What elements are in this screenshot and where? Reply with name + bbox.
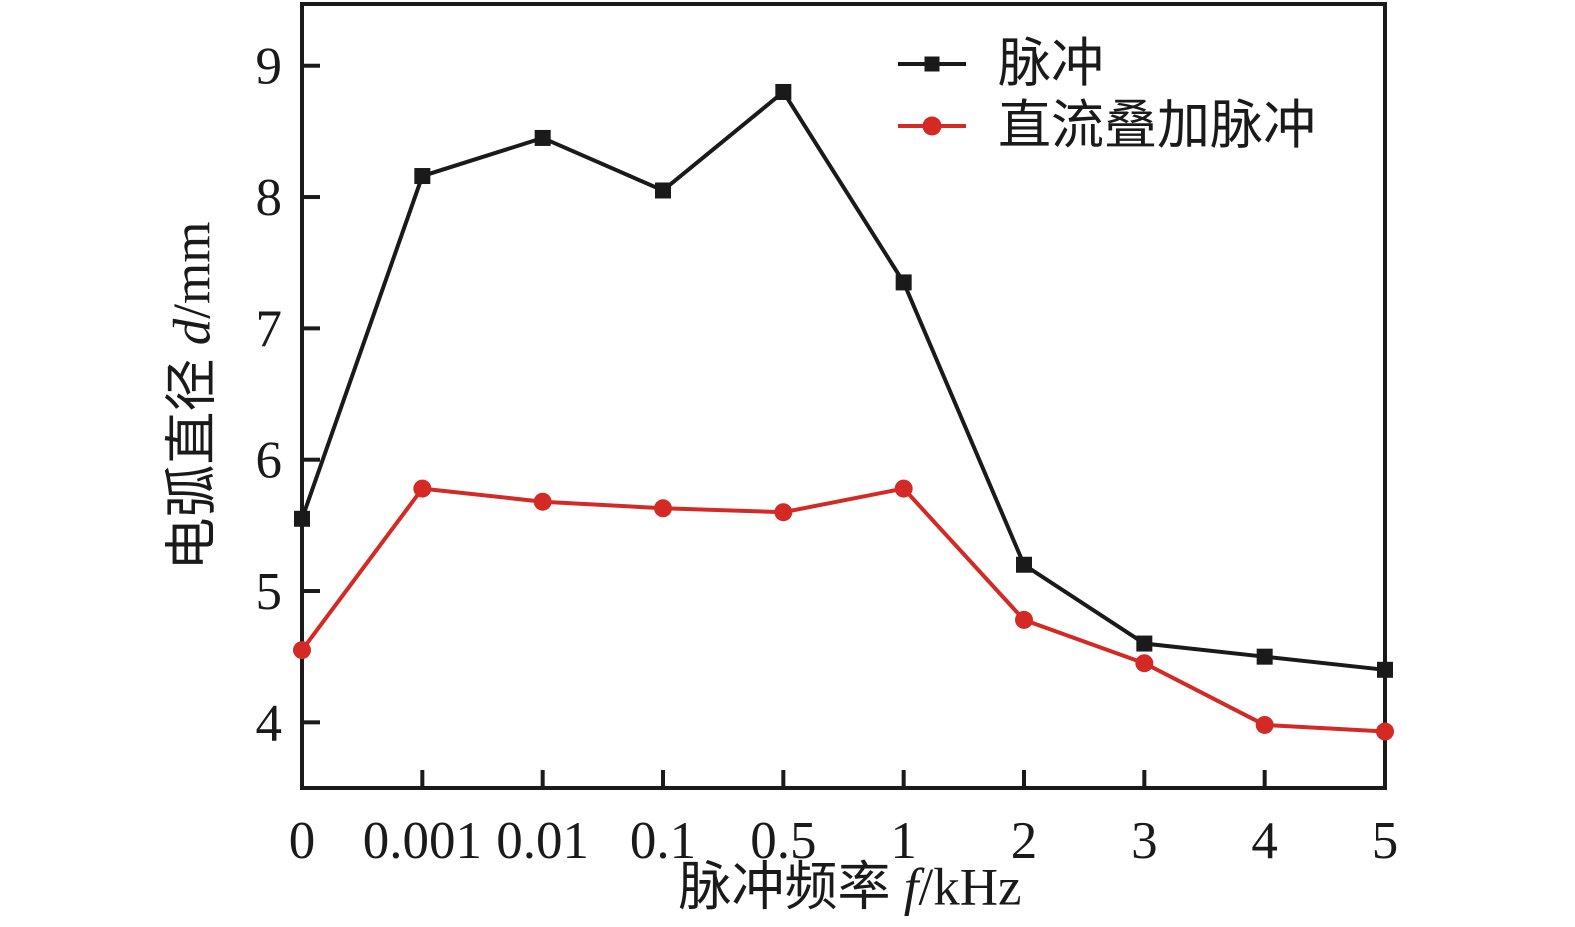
legend-label-dc-pulse: 直流叠加脉冲	[998, 96, 1316, 155]
series-line-1	[300, 486, 1386, 734]
data-point-circle	[1135, 654, 1154, 673]
y-axis-variable: d	[163, 318, 222, 346]
data-point-circle	[293, 641, 311, 660]
circle-marker-icon	[898, 113, 978, 139]
x-axis-tick-label: 4	[1251, 812, 1278, 870]
legend-label-pulse: 脉冲	[998, 34, 1104, 93]
legend-item-pulse: 脉冲	[898, 33, 1316, 95]
data-point-circle	[774, 503, 793, 522]
data-point-circle	[1376, 722, 1394, 741]
y-axis-tick-label: 5	[256, 563, 283, 621]
square-marker-icon	[898, 51, 978, 77]
data-point-square	[895, 274, 912, 291]
x-axis-tick-label: 5	[1372, 812, 1399, 870]
data-point-circle	[533, 492, 552, 511]
y-axis-unit: /mm	[163, 221, 222, 319]
data-point-square	[1136, 635, 1153, 652]
data-point-square	[655, 182, 671, 199]
data-point-circle	[413, 479, 432, 498]
y-axis-tick-label: 8	[256, 169, 283, 227]
x-axis-tick-label: 0.001	[363, 812, 482, 870]
y-axis-tick-label: 7	[256, 300, 283, 358]
data-point-square	[1377, 661, 1393, 678]
series-line-0	[300, 89, 1386, 672]
data-point-square	[294, 510, 310, 527]
data-point-square	[1256, 648, 1273, 665]
x-axis-tick-label: 1	[890, 812, 917, 870]
y-axis-tick-label: 9	[256, 38, 283, 96]
x-axis-tick-label: 3	[1131, 812, 1158, 870]
x-axis-tick-label: 0.01	[496, 812, 589, 870]
legend-item-dc-pulse: 直流叠加脉冲	[898, 95, 1316, 157]
data-point-circle	[894, 479, 913, 498]
data-point-square	[414, 168, 431, 185]
y-axis-tick-label: 6	[256, 432, 283, 490]
y-axis-title-text: 电弧直径	[163, 345, 222, 571]
data-point-square	[534, 129, 551, 146]
x-axis-variable: f	[903, 858, 919, 917]
x-axis-title: 脉冲频率 f/kHz	[678, 858, 1022, 917]
x-axis-title-text: 脉冲频率	[678, 858, 904, 917]
x-axis-tick-label: 0	[289, 812, 316, 870]
data-point-circle	[1255, 715, 1274, 734]
y-axis-title: 电弧直径 d/mm	[163, 221, 222, 571]
y-axis-tick-label: 4	[256, 694, 283, 752]
data-point-square	[775, 83, 792, 100]
legend: 脉冲 直流叠加脉冲	[898, 33, 1316, 157]
x-axis-tick-label: 0.5	[750, 812, 816, 870]
data-point-circle	[654, 499, 672, 518]
x-axis-tick-label: 2	[1011, 812, 1038, 870]
data-point-square	[1016, 556, 1032, 573]
x-axis-unit: /kHz	[918, 858, 1022, 917]
plot-frame	[300, 2, 1387, 790]
x-axis-tick-label: 0.1	[630, 812, 696, 870]
data-point-circle	[1015, 610, 1033, 629]
